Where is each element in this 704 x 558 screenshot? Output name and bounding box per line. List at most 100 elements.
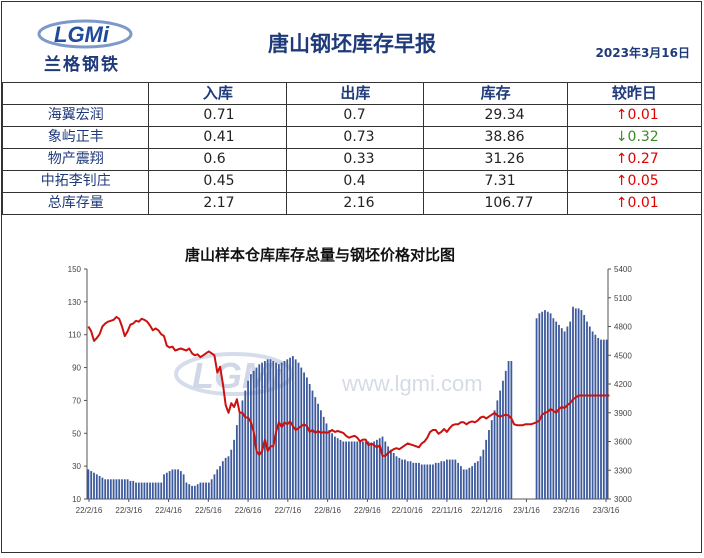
row-stock: 7.31 <box>423 170 568 193</box>
bar <box>479 456 482 499</box>
bar <box>348 441 350 499</box>
inventory-price-chart: 唐山样本仓库库存总量与钢坯价格对比图 LGMi www.lgmi.com 10 3… <box>68 246 633 515</box>
bar <box>446 459 448 499</box>
row-name: 物产震翔 <box>1 148 150 171</box>
bar <box>415 462 418 499</box>
arrow-up-icon: ↑ <box>615 151 628 167</box>
bar <box>574 308 577 499</box>
bar <box>311 390 314 499</box>
row-in: 0.45 <box>148 170 288 193</box>
row-change-value: 0.05 <box>627 173 659 189</box>
bar <box>462 469 465 499</box>
bar <box>207 482 210 499</box>
chart-title: 唐山样本仓库库存总量与钢坯价格对比图 <box>185 246 455 264</box>
x-tick-label: 22/11/16 <box>432 506 463 515</box>
table-row: 海翼宏润 0.71 0.7 29.34 ↑0.01 <box>1 104 703 127</box>
bar <box>474 462 476 499</box>
y-tick-label-right: 4200 <box>614 380 632 389</box>
bar <box>364 441 367 499</box>
bar <box>143 482 146 499</box>
bar <box>300 367 303 499</box>
bar <box>420 464 423 499</box>
bar <box>283 361 286 499</box>
bar <box>426 464 429 499</box>
watermark-url: www.lgmi.com <box>341 371 483 396</box>
bar <box>238 413 241 499</box>
bar <box>600 339 602 499</box>
bar <box>107 479 109 499</box>
bar <box>390 449 392 499</box>
bar <box>482 449 485 499</box>
bar <box>165 472 168 499</box>
row-name: 海翼宏润 <box>1 104 150 127</box>
bar <box>432 464 434 499</box>
watermark-logo: LGMi <box>192 355 283 396</box>
bar <box>90 471 93 499</box>
y-tick-label-right: 3900 <box>614 409 632 418</box>
bar <box>188 484 191 499</box>
x-tick-label: 22/6/16 <box>235 506 262 515</box>
bar <box>317 403 319 499</box>
bar <box>98 476 101 499</box>
report-header: LGMi 兰格钢铁 唐山钢坯库存早报 2023年3月16日 <box>2 2 702 83</box>
bar <box>196 484 199 499</box>
bar <box>157 482 160 499</box>
bar <box>308 384 311 499</box>
bar <box>488 430 490 499</box>
bar <box>104 479 107 499</box>
bar <box>137 482 140 499</box>
y-tick-label-right: 5100 <box>614 294 632 303</box>
report-date: 2023年3月16日 <box>595 46 690 60</box>
bar <box>286 359 289 499</box>
row-name: 总库存量 <box>1 192 150 215</box>
row-change: ↑0.27 <box>566 148 703 171</box>
table-row: 象屿正丰 0.41 0.73 38.86 ↓0.32 <box>1 126 703 149</box>
row-in: 2.17 <box>148 192 288 215</box>
bar <box>221 461 224 499</box>
bar <box>552 318 555 499</box>
column-header-out: 出库 <box>286 82 425 105</box>
bar <box>160 482 163 499</box>
y-tick-label-left: 50 <box>72 429 81 438</box>
bar <box>210 479 213 499</box>
svg-text:LGMi: LGMi <box>54 22 110 47</box>
bar <box>333 436 336 499</box>
bar <box>322 416 325 499</box>
bar <box>205 482 207 499</box>
bar <box>392 453 395 499</box>
bar <box>535 318 538 499</box>
bar <box>216 469 219 499</box>
y-tick-label-right: 3300 <box>614 466 632 475</box>
row-change: ↑0.01 <box>566 192 703 215</box>
lgmi-logo-icon: LGMi <box>37 19 133 49</box>
bar <box>465 469 468 499</box>
y-tick-label-left: 110 <box>68 331 81 340</box>
bar <box>362 441 364 499</box>
bar <box>297 362 300 499</box>
bar <box>418 462 420 499</box>
bar <box>224 457 227 499</box>
bar <box>566 326 569 499</box>
x-tick-label: 23/1/16 <box>513 506 540 515</box>
y-tick-label-left: 130 <box>68 298 82 307</box>
row-change: ↑0.01 <box>566 104 703 127</box>
column-header-change: 较昨日 <box>566 82 703 105</box>
row-name: 象屿正丰 <box>1 126 150 149</box>
x-tick-label: 22/5/16 <box>195 506 222 515</box>
row-change: ↑0.05 <box>566 170 703 193</box>
bar <box>303 372 305 499</box>
bar <box>471 466 474 499</box>
bar <box>591 331 594 499</box>
bar <box>437 462 440 499</box>
bar <box>493 410 496 499</box>
bar <box>258 364 261 499</box>
page-title: 唐山钢坯库存早报 <box>268 32 436 56</box>
bar <box>541 311 544 499</box>
bar <box>121 479 123 499</box>
x-tick-label: 22/7/16 <box>274 506 301 515</box>
bar <box>135 482 137 499</box>
bar <box>174 469 177 499</box>
bar <box>502 380 504 499</box>
bar <box>594 334 597 499</box>
